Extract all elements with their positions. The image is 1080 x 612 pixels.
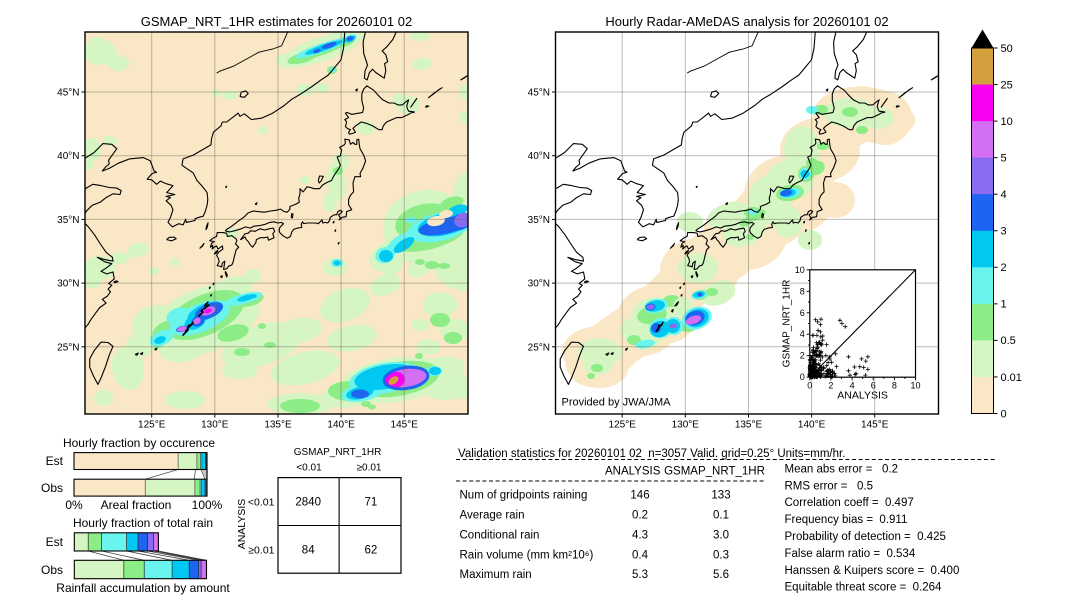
svg-text:4: 4: [800, 329, 805, 339]
svg-text:False alarm ratio = 0.534: False alarm ratio = 0.534: [785, 548, 916, 560]
svg-text:Rainfall accumulation by amoun: Rainfall accumulation by amount: [56, 581, 230, 595]
svg-text:130°E: 130°E: [672, 420, 700, 431]
svg-text:40°N: 40°N: [528, 151, 550, 162]
svg-text:8: 8: [800, 286, 805, 296]
svg-text:Areal fraction: Areal fraction: [101, 498, 172, 512]
svg-text:6: 6: [800, 308, 805, 318]
svg-text:GSMAP_NRT_1HR estimates for 20: GSMAP_NRT_1HR estimates for 20260101 02: [141, 14, 412, 29]
svg-text:Obs: Obs: [41, 563, 63, 577]
svg-text:4: 4: [850, 381, 855, 391]
svg-text:Hourly fraction of total rain: Hourly fraction of total rain: [73, 516, 213, 530]
svg-text:140°E: 140°E: [327, 420, 355, 431]
svg-text:ANALYSIS: ANALYSIS: [837, 390, 888, 402]
svg-text:125°E: 125°E: [609, 420, 637, 431]
svg-text:30°N: 30°N: [528, 279, 550, 290]
svg-text:Conditional rain: Conditional rain: [460, 529, 540, 541]
svg-text:Average rain: Average rain: [460, 510, 525, 522]
svg-text:0%: 0%: [65, 498, 83, 512]
svg-text:50: 50: [1001, 43, 1013, 55]
svg-text:30°N: 30°N: [57, 279, 79, 290]
svg-text:2: 2: [800, 351, 805, 361]
svg-text:0: 0: [807, 381, 812, 391]
svg-text:Probability of detection = 0.: Probability of detection = 0.425: [785, 531, 946, 543]
svg-text:3: 3: [1001, 226, 1007, 238]
svg-text:135°E: 135°E: [735, 420, 763, 431]
svg-text:ANALYSIS: ANALYSIS: [236, 499, 248, 550]
svg-text:145°E: 145°E: [391, 420, 419, 431]
svg-text:Equitable threat score = 0.26: Equitable threat score = 0.264: [785, 582, 943, 594]
svg-text:25°N: 25°N: [57, 342, 79, 353]
svg-text:71: 71: [365, 497, 378, 509]
svg-text:135°E: 135°E: [264, 420, 292, 431]
svg-text:5.6: 5.6: [713, 569, 729, 581]
svg-text:35°N: 35°N: [57, 215, 79, 226]
svg-text:3.0: 3.0: [713, 529, 729, 541]
svg-text:GSMAP_NRT_1HR: GSMAP_NRT_1HR: [664, 466, 765, 478]
svg-text:Validation statistics for 2026: Validation statistics for 20260101 02 n=…: [458, 448, 845, 460]
svg-text:133: 133: [711, 490, 730, 502]
svg-text:0.1: 0.1: [713, 510, 729, 522]
svg-text:2: 2: [828, 381, 833, 391]
svg-text:10: 10: [1001, 116, 1013, 128]
svg-text:4: 4: [1001, 189, 1007, 201]
svg-text:10: 10: [910, 381, 920, 391]
svg-text:Provided by JWA/JMA: Provided by JWA/JMA: [562, 397, 672, 409]
svg-text:62: 62: [365, 545, 378, 557]
svg-text:≥0.01: ≥0.01: [248, 545, 274, 557]
svg-text:40°N: 40°N: [57, 151, 79, 162]
svg-text:2840: 2840: [295, 497, 321, 509]
svg-text:GSMAP_NRT_1HR: GSMAP_NRT_1HR: [782, 280, 793, 368]
svg-text:5: 5: [1001, 152, 1007, 164]
svg-text:2: 2: [1001, 262, 1007, 274]
svg-text:Obs: Obs: [41, 481, 63, 495]
svg-text:Num of gridpoints raining: Num of gridpoints raining: [460, 490, 588, 502]
svg-text:<0.01: <0.01: [296, 463, 322, 474]
svg-text:25: 25: [1001, 79, 1013, 91]
svg-text:25°N: 25°N: [528, 342, 550, 353]
svg-text:6: 6: [871, 381, 876, 391]
svg-text:35°N: 35°N: [528, 215, 550, 226]
svg-text:8: 8: [892, 381, 897, 391]
svg-text:10: 10: [795, 265, 805, 275]
svg-text:4.3: 4.3: [632, 529, 648, 541]
svg-text:Maximum rain: Maximum rain: [460, 569, 532, 581]
svg-text:Hanssen & Kuipers score = 0.4: Hanssen & Kuipers score = 0.400: [785, 565, 960, 577]
svg-text:5.3: 5.3: [632, 569, 648, 581]
svg-text:45°N: 45°N: [57, 88, 79, 99]
svg-text:0.2: 0.2: [632, 510, 648, 522]
svg-text:RMS error = 0.5: RMS error = 0.5: [785, 480, 874, 492]
svg-text:Hourly Radar-AMeDAS analysis f: Hourly Radar-AMeDAS analysis for 2026010…: [605, 14, 888, 29]
svg-text:84: 84: [302, 545, 315, 557]
svg-text:≥0.01: ≥0.01: [357, 463, 382, 474]
svg-text:Est: Est: [46, 454, 64, 468]
svg-text:0: 0: [800, 372, 805, 382]
svg-text:145°E: 145°E: [861, 420, 889, 431]
svg-text:125°E: 125°E: [138, 420, 166, 431]
svg-text:100%: 100%: [192, 498, 223, 512]
svg-text:Frequency bias = 0.911: Frequency bias = 0.911: [785, 514, 908, 526]
svg-text:146: 146: [630, 490, 649, 502]
svg-text:0: 0: [1001, 408, 1007, 420]
svg-text:0.01: 0.01: [1001, 372, 1022, 384]
svg-text:0.3: 0.3: [713, 549, 729, 561]
svg-text:45°N: 45°N: [528, 88, 550, 99]
svg-text:GSMAP_NRT_1HR: GSMAP_NRT_1HR: [294, 447, 382, 458]
svg-text:ANALYSIS: ANALYSIS: [605, 466, 661, 478]
svg-text:1: 1: [1001, 299, 1007, 311]
svg-text:0.5: 0.5: [1001, 335, 1016, 347]
svg-text:0.4: 0.4: [632, 549, 649, 561]
svg-text:Mean abs error = 0.2: Mean abs error = 0.2: [785, 463, 898, 475]
svg-text:Correlation coeff = 0.497: Correlation coeff = 0.497: [785, 497, 914, 509]
svg-text:Est: Est: [46, 535, 64, 549]
svg-text:Rain volume (mm km²10⁶): Rain volume (mm km²10⁶): [460, 549, 594, 561]
svg-text:<0.01: <0.01: [248, 497, 275, 509]
svg-text:130°E: 130°E: [201, 420, 229, 431]
svg-text:Hourly fraction by occurence: Hourly fraction by occurence: [63, 436, 215, 450]
svg-text:140°E: 140°E: [798, 420, 826, 431]
